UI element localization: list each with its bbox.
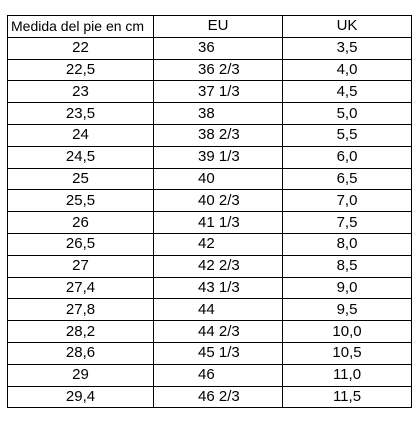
cell-eu-size: 42	[153, 232, 283, 256]
shoe-size-table: Medida del pie en cm EU UK 22 36 3,5 22,5 36…	[7, 15, 412, 409]
cell-uk-size: 4,0	[282, 58, 412, 82]
cell-eu-size: 37 1/3	[153, 80, 283, 104]
cell-foot-length-cm: 24,5	[7, 145, 154, 169]
cell-uk-size: 4,5	[282, 80, 412, 104]
cell-foot-length-cm: 25,5	[7, 189, 154, 213]
cell-eu-size: 39 1/3	[153, 145, 283, 169]
cell-eu-size: 40 2/3	[153, 189, 283, 213]
cell-uk-size: 8,5	[282, 254, 412, 278]
cell-foot-length-cm: 27,4	[7, 276, 154, 300]
cell-foot-length-cm: 22,5	[7, 58, 154, 82]
table-row: 27 42 2/3 8,5	[7, 254, 412, 278]
table-row: 22,5 36 2/3 4,0	[7, 58, 412, 82]
table-body: 22 36 3,5 22,5 36 2/3 4,0 23 37 1/3 4,5 23,5 38 5,0…	[7, 36, 412, 409]
table-row: 26 41 1/3 7,5	[7, 211, 412, 234]
table-row: 27,8 44 9,5	[7, 298, 412, 322]
cell-foot-length-cm: 29,4	[7, 385, 154, 409]
cell-eu-size: 41 1/3	[153, 211, 283, 234]
cell-eu-size: 46 2/3	[153, 385, 283, 409]
cell-uk-size: 11,0	[282, 363, 412, 387]
table-row: 22 36 3,5	[7, 36, 412, 60]
cell-eu-size: 46	[153, 363, 283, 387]
cell-eu-size: 45 1/3	[153, 341, 283, 365]
cell-uk-size: 6,5	[282, 167, 412, 191]
table-row: 25 40 6,5	[7, 167, 412, 191]
table-row: 27,4 43 1/3 9,0	[7, 276, 412, 300]
table-row: 24 38 2/3 5,5	[7, 123, 412, 147]
cell-eu-size: 40	[153, 167, 283, 191]
table-header: Medida del pie en cm EU UK	[7, 15, 412, 38]
cell-uk-size: 5,0	[282, 102, 412, 125]
cell-eu-size: 44 2/3	[153, 320, 283, 343]
cell-foot-length-cm: 29	[7, 363, 154, 387]
header-uk-size: UK	[282, 15, 412, 38]
cell-foot-length-cm: 22	[7, 36, 154, 60]
cell-foot-length-cm: 25	[7, 167, 154, 191]
header-row: Medida del pie en cm EU UK	[7, 15, 412, 38]
table-row: 23,5 38 5,0	[7, 102, 412, 125]
table-row: 28,6 45 1/3 10,5	[7, 341, 412, 365]
cell-eu-size: 38	[153, 102, 283, 125]
cell-uk-size: 9,0	[282, 276, 412, 300]
header-eu-size: EU	[153, 15, 283, 38]
cell-uk-size: 9,5	[282, 298, 412, 322]
cell-uk-size: 7,0	[282, 189, 412, 213]
cell-foot-length-cm: 28,2	[7, 320, 154, 343]
table-row: 29 46 11,0	[7, 363, 412, 387]
cell-uk-size: 5,5	[282, 123, 412, 147]
cell-uk-size: 8,0	[282, 232, 412, 256]
cell-eu-size: 36 2/3	[153, 58, 283, 82]
cell-foot-length-cm: 24	[7, 123, 154, 147]
cell-eu-size: 43 1/3	[153, 276, 283, 300]
cell-eu-size: 42 2/3	[153, 254, 283, 278]
table-row: 25,5 40 2/3 7,0	[7, 189, 412, 213]
cell-foot-length-cm: 27	[7, 254, 154, 278]
table-row: 29,4 46 2/3 11,5	[7, 385, 412, 409]
cell-foot-length-cm: 23,5	[7, 102, 154, 125]
cell-eu-size: 38 2/3	[153, 123, 283, 147]
cell-foot-length-cm: 28,6	[7, 341, 154, 365]
cell-uk-size: 10,0	[282, 320, 412, 343]
cell-uk-size: 3,5	[282, 36, 412, 60]
header-foot-length-cm: Medida del pie en cm	[7, 15, 154, 38]
cell-foot-length-cm: 26	[7, 211, 154, 234]
cell-foot-length-cm: 26,5	[7, 232, 154, 256]
cell-uk-size: 6,0	[282, 145, 412, 169]
cell-eu-size: 36	[153, 36, 283, 60]
cell-foot-length-cm: 23	[7, 80, 154, 104]
cell-uk-size: 10,5	[282, 341, 412, 365]
cell-uk-size: 7,5	[282, 211, 412, 234]
cell-uk-size: 11,5	[282, 385, 412, 409]
cell-eu-size: 44	[153, 298, 283, 322]
table-row: 23 37 1/3 4,5	[7, 80, 412, 104]
cell-foot-length-cm: 27,8	[7, 298, 154, 322]
table-row: 28,2 44 2/3 10,0	[7, 320, 412, 343]
table-row: 24,5 39 1/3 6,0	[7, 145, 412, 169]
table-row: 26,5 42 8,0	[7, 232, 412, 256]
